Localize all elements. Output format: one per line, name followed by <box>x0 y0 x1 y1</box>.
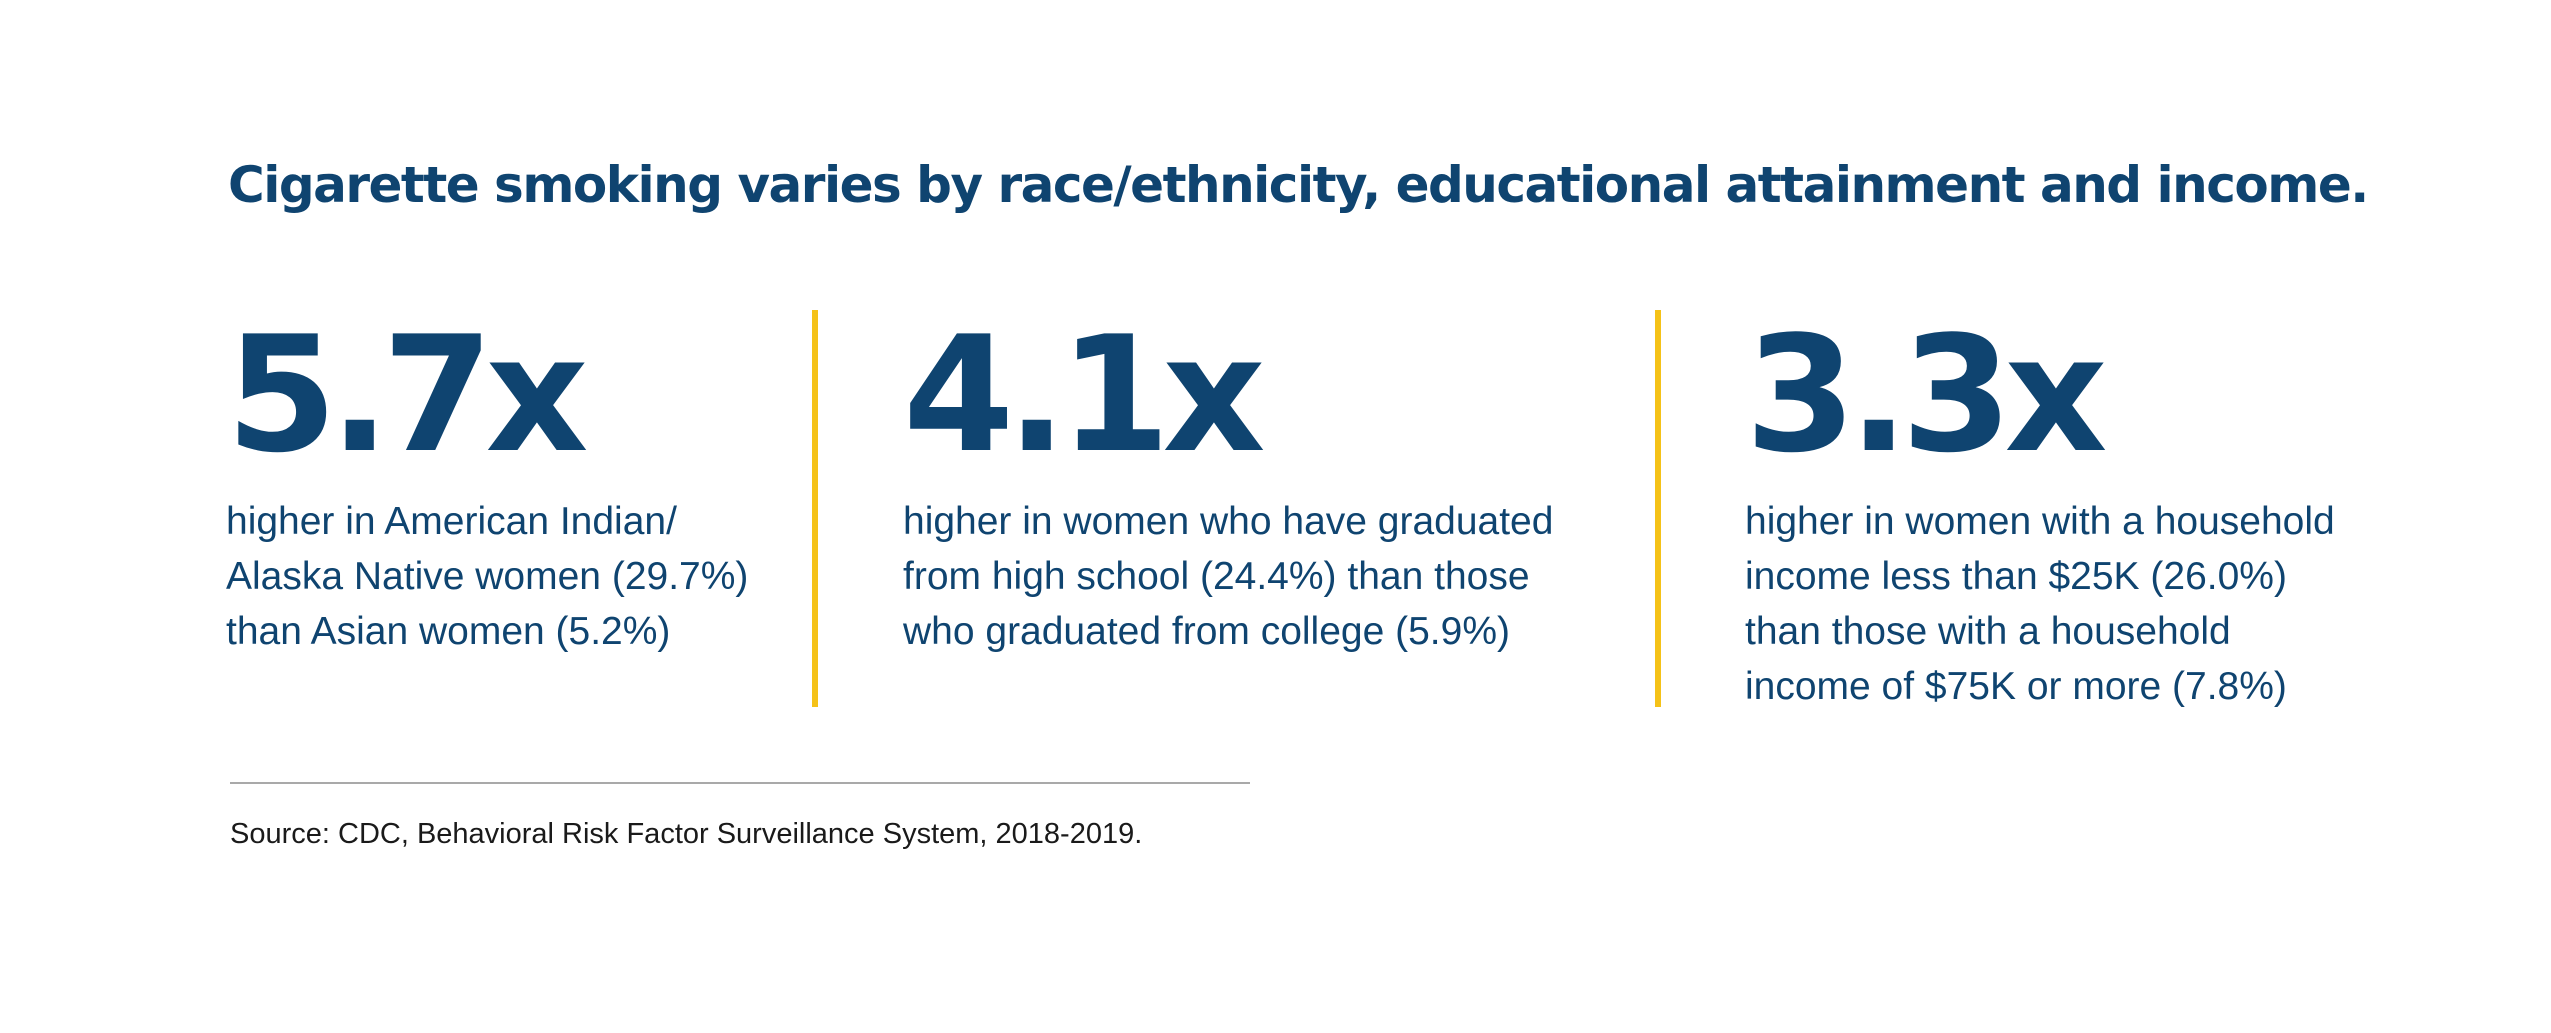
stat-description-line: from high school (24.4%) than those <box>903 555 1530 598</box>
stat-value: 4.1x <box>903 301 1266 488</box>
stat-description-line: than Asian women (5.2%) <box>226 610 671 653</box>
stat-description: higher in women who have graduated from … <box>903 494 1553 659</box>
stat-description-line: higher in women with a household <box>1745 500 2335 543</box>
stat-income: 3.3x higher in women with a household in… <box>1745 310 2335 714</box>
stat-description: higher in American Indian/ Alaska Native… <box>226 494 748 659</box>
source-rule <box>230 782 1250 784</box>
yellow-divider <box>812 310 818 707</box>
stat-description-line: who graduated from college (5.9%) <box>903 610 1510 653</box>
stat-description-line: than those with a household <box>1745 610 2231 653</box>
page-title: Cigarette smoking varies by race/ethnici… <box>228 156 2369 214</box>
stat-description-line: Alaska Native women (29.7%) <box>226 555 749 598</box>
stat-value: 5.7x <box>226 301 589 488</box>
stat-description-line: higher in women who have graduated <box>903 500 1554 543</box>
yellow-divider <box>1655 310 1661 707</box>
stat-value: 3.3x <box>1745 301 2108 488</box>
source-note: Source: CDC, Behavioral Risk Factor Surv… <box>230 818 1143 850</box>
stat-description-line: higher in American Indian/ <box>226 500 677 543</box>
stat-description: higher in women with a household income … <box>1745 494 2335 714</box>
stat-description-line: income less than $25K (26.0%) <box>1745 555 2287 598</box>
stat-education: 4.1x higher in women who have graduated … <box>903 310 1553 659</box>
stat-american-indian: 5.7x higher in American Indian/ Alaska N… <box>226 310 748 659</box>
stat-description-line: income of $75K or more (7.8%) <box>1745 665 2287 708</box>
